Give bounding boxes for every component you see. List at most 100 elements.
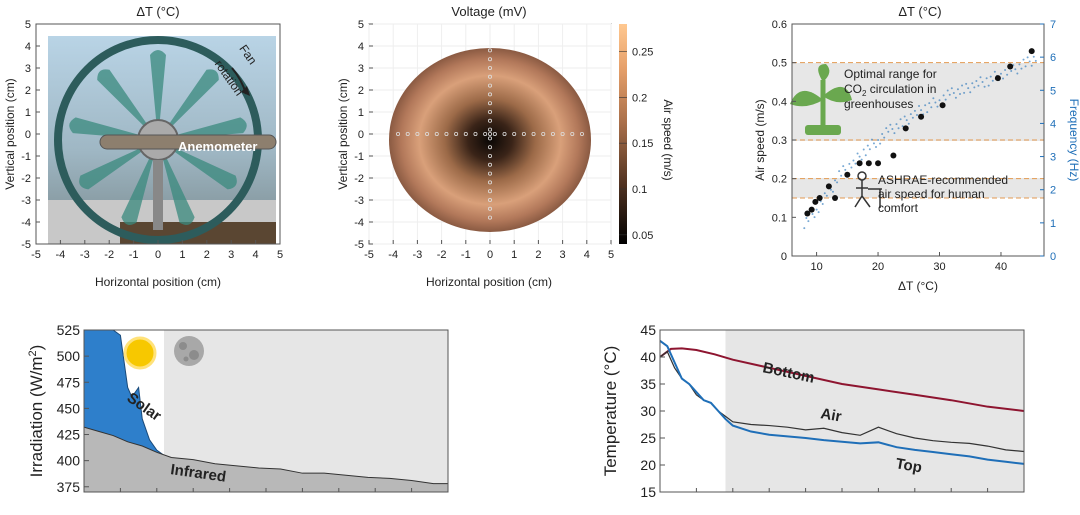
fan-blade (158, 117, 247, 140)
fan-blade (69, 117, 158, 140)
frequency-point (844, 168, 847, 171)
anemometer-probe (99, 134, 277, 150)
x-tick-label: 0 (487, 249, 493, 261)
frequency-point (991, 79, 994, 82)
fan-blade (158, 69, 219, 140)
y-tick-label: 2 (25, 85, 31, 97)
band-co2-line-2: CO2 circulation in (844, 82, 936, 98)
y-tick-label: 5 (25, 19, 31, 31)
frequency-point (936, 105, 939, 108)
frequency-point (934, 101, 937, 104)
y-tick-label: 400 (57, 453, 81, 469)
x-tick-label: -2 (104, 249, 114, 261)
frequency-point (959, 93, 961, 96)
frequency-point (854, 162, 857, 165)
rotation-arrowhead-icon (241, 86, 250, 96)
panel-a-xlabel: Horizontal position (cm) (95, 275, 221, 289)
y-tick-label: 450 (57, 400, 81, 416)
x-tick-label: 10 (810, 261, 822, 273)
x-tick-label: -1 (129, 249, 139, 261)
frequency-point (915, 114, 918, 117)
sample-point (502, 131, 507, 136)
panel-voltage-heatmap: Voltage (mV) -5 -4 -3 -2 -1 0 1 2 3 4 5 -5 -4 -3 -2 -1 0… (336, 4, 675, 289)
band-ashrae (792, 178, 1044, 198)
frequency-point (948, 93, 951, 96)
frequency-point (1018, 63, 1021, 66)
frequency-point (944, 98, 947, 101)
frequency-point (950, 87, 953, 90)
frequency-point (1020, 67, 1023, 70)
frequency-point (862, 148, 865, 151)
airspeed-point (994, 75, 1001, 82)
y-tick-label: 5 (358, 19, 364, 31)
panel-a-axes: -5 -4 -3 -2 -1 0 1 2 3 4 5 -5 -4 -3 -2 -1 0 1 2 3 4 5 (21, 19, 283, 261)
frequency-point (954, 96, 957, 99)
sample-point (487, 131, 492, 136)
anemometer-label: Anemometer (178, 139, 257, 154)
y-tick-label: 0 (25, 129, 31, 141)
frequency-point (889, 123, 892, 126)
frequency-point (885, 127, 888, 130)
airspeed-point (816, 195, 823, 201)
frequency-point (860, 158, 863, 161)
frequency-point (963, 91, 966, 94)
colorbar-tick-label: 0.1 (632, 184, 647, 196)
y-tick-label: 15 (640, 484, 656, 500)
frequency-point (924, 104, 927, 107)
colorbar-ticks: 0.05 0.1 0.15 0.2 0.25 (619, 47, 653, 242)
frequency-point (868, 148, 871, 151)
frequency-point (829, 188, 832, 191)
airspeed-point (939, 102, 946, 109)
y-tick-label: 1 (25, 107, 31, 119)
frequency-point (891, 127, 894, 130)
y-tick-label: 45 (640, 322, 656, 338)
y-tick-label: -4 (21, 217, 31, 229)
frequency-point (813, 216, 816, 219)
frequency-point (969, 91, 972, 94)
frequency-point (831, 190, 834, 193)
y-right-tick-label: 3 (1050, 152, 1056, 164)
panel-c-axes: 10 20 30 40 0 0.1 0.2 0.3 0.4 0.5 0.6 0 1 2 3 4 5 6 7 (772, 19, 1056, 273)
frequency-point (987, 84, 990, 87)
frequency-point (1034, 59, 1037, 62)
frequency-point (840, 174, 843, 177)
scatter-points (803, 48, 1037, 230)
panel-e-axes: 15 20 25 30 35 40 45 (640, 322, 989, 500)
y-tick-label: 0 (781, 251, 787, 263)
y-tick-label: -3 (354, 195, 364, 207)
panel-c-title: ΔT (°C) (898, 4, 941, 19)
sample-point (487, 153, 492, 158)
colorbar-tick-label: 0.05 (632, 230, 653, 242)
frequency-point (870, 138, 873, 141)
x-tick-label: 4 (253, 249, 259, 261)
y-tick-label: -3 (21, 195, 31, 207)
panel-d-ylabel: Irradiation (W/m2) (27, 345, 46, 478)
fan-blade (97, 69, 158, 140)
sample-point (487, 57, 492, 62)
frequency-point (973, 86, 976, 89)
band-ashrae-line: ASHRAE-recommended (878, 173, 1008, 187)
sample-point (487, 180, 492, 185)
frequency-point (999, 72, 1002, 75)
frequency-point (983, 85, 986, 88)
sample-point (487, 145, 492, 150)
frequency-point (1014, 68, 1017, 71)
sample-point (487, 189, 492, 194)
y-tick-label: 0.4 (772, 96, 787, 108)
frequency-point (985, 77, 988, 80)
top-line (659, 339, 1025, 465)
panel-d-axes: 375 400 425 450 475 500 525 (57, 322, 413, 495)
panel-c-ylabel-right: Frequency (Hz) (1067, 99, 1080, 182)
sample-point (579, 131, 584, 136)
shaded-region (725, 330, 1024, 492)
frequency-point (930, 106, 933, 109)
frequency-point (852, 159, 855, 162)
frequency-point (965, 82, 968, 85)
y-tick-label: 0.3 (772, 135, 787, 147)
sample-point (570, 131, 575, 136)
frequency-point (834, 179, 837, 182)
x-tick-label: 30 (933, 261, 945, 273)
